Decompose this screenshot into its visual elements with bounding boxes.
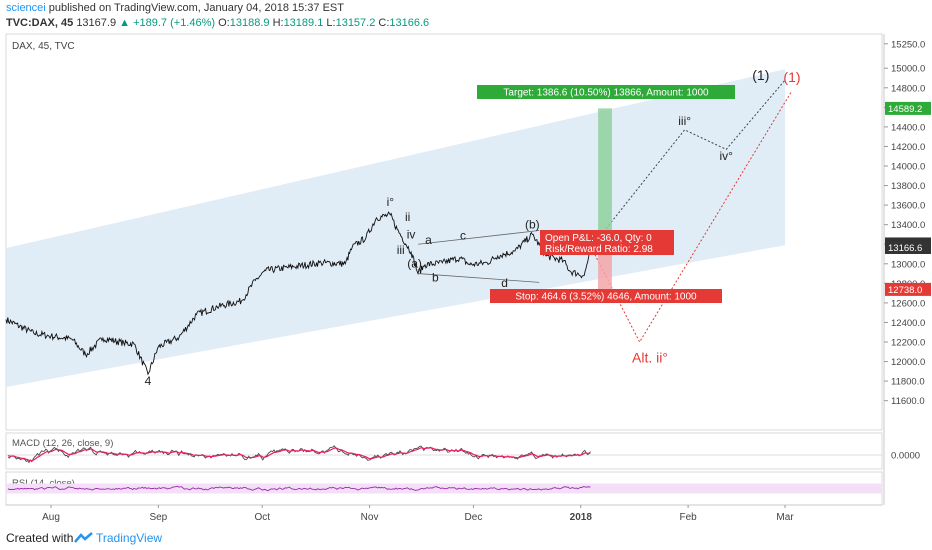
time-tick-label: Feb (679, 512, 697, 523)
wave-label: (1) (752, 67, 769, 83)
price-tick-label: 12200.0 (891, 338, 925, 349)
low-value: 13157.2 (335, 17, 376, 29)
high-label: H: (272, 17, 284, 29)
open-label: O: (218, 17, 230, 29)
price-tick-label: 12400.0 (891, 318, 925, 329)
low-label: L: (326, 17, 336, 29)
price-tag-text: 13166.6 (888, 243, 922, 254)
time-tick-label: Aug (42, 512, 60, 523)
time-tick-label: Oct (254, 512, 270, 523)
pnl-box (540, 230, 674, 255)
created-with-label: Created with (6, 531, 74, 545)
price-tag-stop: 12738.0 (885, 282, 931, 296)
triangle-line (418, 273, 540, 283)
up-arrow-icon: ▲ (119, 17, 131, 29)
open-value: 13188.9 (229, 17, 270, 29)
stop-label-box (490, 289, 722, 303)
ohlc-line: TVC:DAX, 45 13167.9 ▲ +189.7 (+1.46%) O:… (6, 17, 429, 29)
price-tick-label: 14400.0 (891, 122, 925, 133)
time-tick-label: Mar (776, 512, 794, 523)
wave-label: iii° (678, 114, 691, 128)
author-name[interactable]: sciencei (6, 2, 46, 14)
main-projection (590, 79, 786, 248)
price-tick-label: 14200.0 (891, 142, 925, 153)
price-tag-last: 13166.6 (885, 240, 931, 254)
wave-label: (1) (783, 69, 800, 85)
stop-label: Stop: 464.6 (3.52%) 4646, Amount: 1000 (490, 289, 722, 303)
time-axis: Aug Sep Oct Nov Dec 2018 Feb Mar (42, 505, 794, 523)
tradingview-logo-icon (74, 532, 93, 543)
price-series (5, 211, 592, 376)
publish-line: sciencei published on TradingView.com, J… (6, 2, 344, 14)
price-tag-text: 14589.2 (888, 104, 922, 115)
close-value: 13166.6 (389, 17, 430, 29)
target-label-text: Target: 1386.6 (10.50%) 13866, Amount: 1… (503, 88, 709, 99)
price-tick-label: 14800.0 (891, 83, 925, 94)
time-tick-label: Nov (361, 512, 379, 523)
wave-label: c (460, 228, 466, 242)
symbol-label: TVC:DAX, 45 (6, 17, 74, 29)
price-tag-target: 14589.2 (885, 101, 931, 115)
last-price: 13167.9 (76, 17, 117, 29)
time-tick-label: 2018 (570, 512, 593, 523)
wave-label: ii (405, 210, 410, 224)
wave-label: (b) (525, 218, 540, 232)
price-tick-label: 11600.0 (891, 396, 925, 407)
price-tick-label: 13800.0 (891, 181, 925, 192)
rsi-line (7, 485, 591, 491)
target-label-box (477, 85, 735, 99)
price-tick-label: 15250.0 (891, 39, 925, 50)
risk-reward-text: Risk/Reward Ratio: 2.98 (545, 244, 653, 255)
footer: Created with TradingView (0, 526, 932, 550)
price-tag-box (885, 240, 931, 254)
publish-info: published on TradingView.com, January 04… (45, 2, 344, 14)
wave-label: 4 (145, 374, 152, 388)
target-label: Target: 1386.6 (10.50%) 13866, Amount: 1… (477, 85, 735, 99)
price-tag-box (885, 101, 931, 115)
close-label: C: (378, 17, 390, 29)
price-tick-label: 15000.0 (891, 64, 925, 75)
price-tick-label: 13400.0 (891, 220, 925, 231)
high-value: 13189.1 (283, 17, 324, 29)
price-tag-text: 12738.0 (888, 285, 922, 296)
wave-label: a (425, 233, 432, 247)
wave-label: i° (387, 195, 395, 209)
wave-label: iv (407, 227, 416, 241)
macd-pane (5, 432, 883, 470)
price-tick-label: 13600.0 (891, 201, 925, 212)
macd-title: MACD (12, 26, close, 9) (12, 438, 113, 449)
price-tick-label: 12600.0 (891, 298, 925, 309)
wave-label: Alt. ii° (632, 350, 668, 366)
stop-label-text: Stop: 464.6 (3.52%) 4646, Amount: 1000 (515, 292, 697, 303)
triangle-line (417, 230, 540, 245)
wave-label: iii (397, 243, 405, 257)
position-profit-zone (598, 108, 612, 244)
macd-signal-line (7, 447, 591, 462)
macd-tick-label: 0.0000 (891, 451, 920, 462)
chart-title: DAX, 45, TVC (12, 41, 75, 52)
pnl-text: Open P&L: -36.0, Qty: 0 (545, 233, 652, 244)
chart-header: sciencei published on TradingView.com, J… (0, 0, 932, 32)
time-tick-label: Dec (465, 512, 483, 523)
price-tick-label: 13000.0 (891, 259, 925, 270)
price-tick-label: 14000.0 (891, 162, 925, 173)
position-loss-zone (598, 243, 612, 290)
tradingview-brand[interactable]: TradingView (96, 531, 163, 545)
price-tick-label: 11800.0 (891, 377, 925, 388)
wave-label: d (501, 276, 508, 290)
chart-canvas[interactable]: 11600.0 11800.0 12000.0 12200.0 12400.0 12600… (0, 0, 932, 526)
price-change: +189.7 (+1.46%) (133, 17, 216, 29)
price-tag-box (885, 282, 931, 296)
price-axis: 11600.0 11800.0 12000.0 12200.0 12400.0 12600… (884, 39, 925, 407)
time-tick-label: Sep (149, 512, 167, 523)
price-tick-label: 12000.0 (891, 357, 925, 368)
wave-label: b (432, 270, 439, 284)
wave-label: (a) (407, 257, 422, 271)
wave-label: iv° (719, 149, 733, 163)
